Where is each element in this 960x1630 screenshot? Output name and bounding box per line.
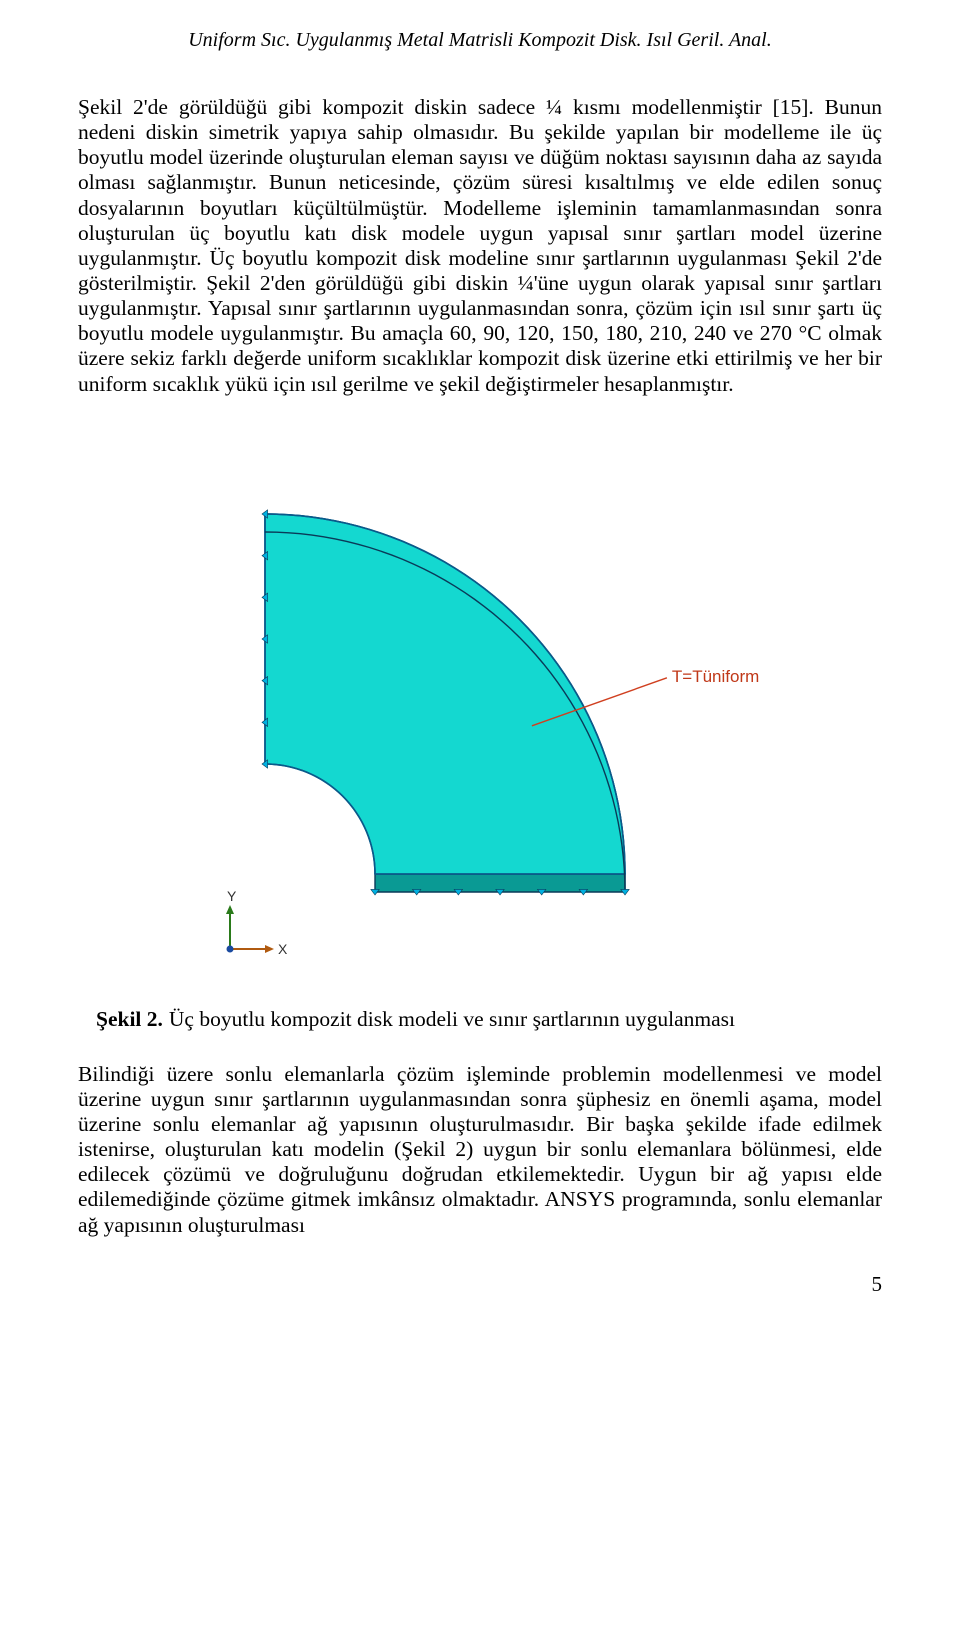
figure-2-container: T=Tüniform Y X — [78, 419, 882, 999]
figure-label: Şekil 2. — [96, 1007, 163, 1032]
figure-caption-text: Üç boyutlu kompozit disk modeli ve sınır… — [169, 1007, 735, 1032]
svg-text:T=Tüniform: T=Tüniform — [672, 667, 759, 686]
svg-text:X: X — [278, 941, 288, 957]
figure-2-caption: Şekil 2. Üç boyutlu kompozit disk modeli… — [96, 1007, 882, 1032]
page-number: 5 — [78, 1272, 882, 1297]
figure-2-svg: T=Tüniform Y X — [175, 419, 785, 999]
paragraph-1: Şekil 2'de görüldüğü gibi kompozit diski… — [78, 95, 882, 397]
paragraph-2: Bilindiği üzere sonlu elemanlarla çözüm … — [78, 1062, 882, 1238]
svg-text:Y: Y — [227, 888, 237, 904]
running-header: Uniform Sıc. Uygulanmış Metal Matrisli K… — [78, 28, 882, 53]
page-container: Uniform Sıc. Uygulanmış Metal Matrisli K… — [0, 0, 960, 1368]
